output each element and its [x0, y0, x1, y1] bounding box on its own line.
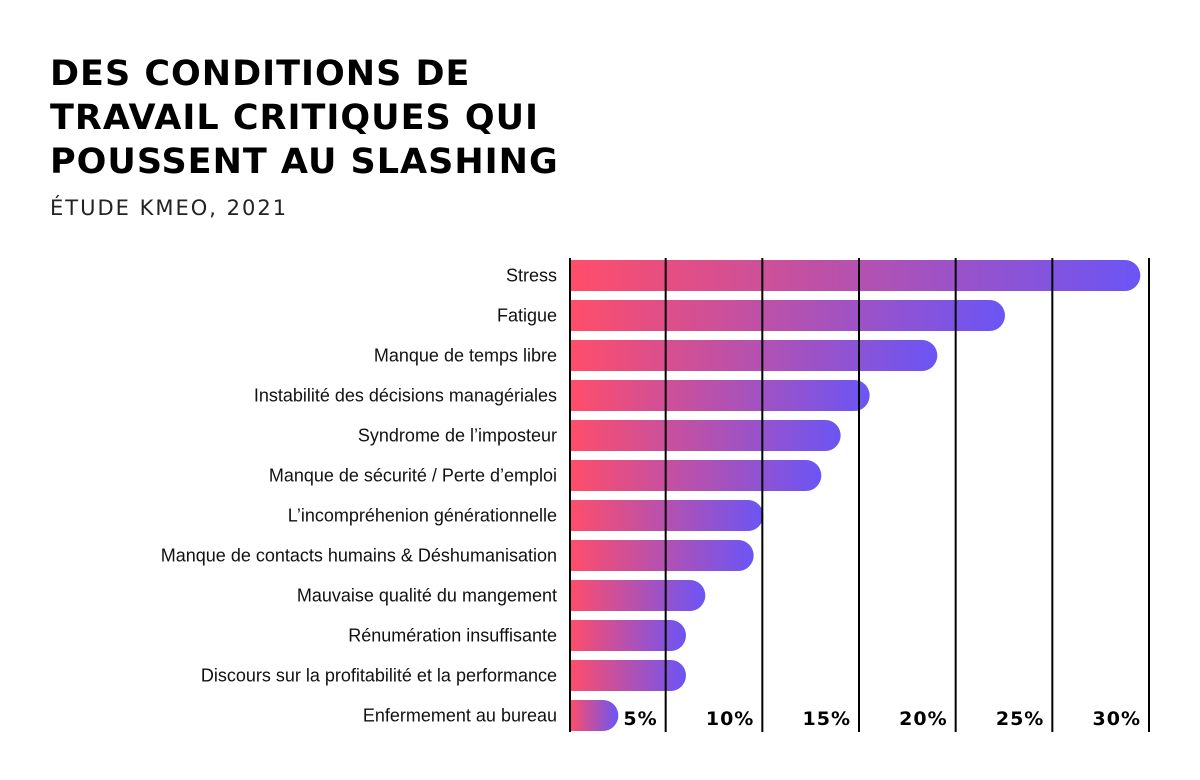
- bar-3: [570, 340, 938, 371]
- bar-5: [570, 420, 841, 451]
- category-label: Instabilité des décisions managériales: [254, 386, 557, 406]
- bar-11: [570, 659, 686, 691]
- title-line-1: DES CONDITIONS DE: [50, 54, 471, 94]
- subtitle: ÉTUDE KMEO, 2021: [50, 196, 289, 220]
- tick-label: 5%: [623, 708, 657, 730]
- bar-6: [570, 460, 822, 491]
- tick-label: 25%: [996, 708, 1044, 730]
- category-label: Manque de sécurité / Perte d’emploi: [269, 466, 557, 486]
- category-label: Discours sur la profitabilité et la perf…: [201, 666, 557, 686]
- category-label: L’incompréhenion générationnelle: [288, 506, 557, 526]
- category-label: Manque de temps libre: [374, 346, 557, 366]
- category-label: Manque de contacts humains & Déshumanisa…: [161, 546, 557, 566]
- tick-label: 30%: [1093, 708, 1141, 730]
- bar-1: [570, 260, 1141, 291]
- bar-8: [570, 540, 754, 571]
- bar-9: [570, 580, 706, 611]
- title-line-3: POUSSENT AU SLASHING: [50, 142, 559, 182]
- bar-12: [570, 700, 619, 731]
- tick-label: 20%: [899, 708, 947, 730]
- category-label: Fatigue: [497, 306, 557, 326]
- title-line-2: TRAVAIL CRITIQUES QUI: [50, 98, 540, 138]
- category-label: Stress: [506, 266, 557, 286]
- page-title: DES CONDITIONS DE TRAVAIL CRITIQUES QUI …: [50, 52, 559, 184]
- tick-label: 10%: [706, 708, 754, 730]
- category-label: Mauvaise qualité du mangement: [297, 586, 557, 606]
- bar-4: [570, 380, 870, 411]
- category-label: Enfermement au bureau: [363, 706, 557, 726]
- category-label: Rénumération insuffisante: [348, 626, 557, 646]
- bar-2: [570, 300, 1005, 331]
- tick-label: 15%: [803, 708, 851, 730]
- category-label: Syndrome de l’imposteur: [358, 426, 557, 446]
- bar-10: [570, 620, 686, 651]
